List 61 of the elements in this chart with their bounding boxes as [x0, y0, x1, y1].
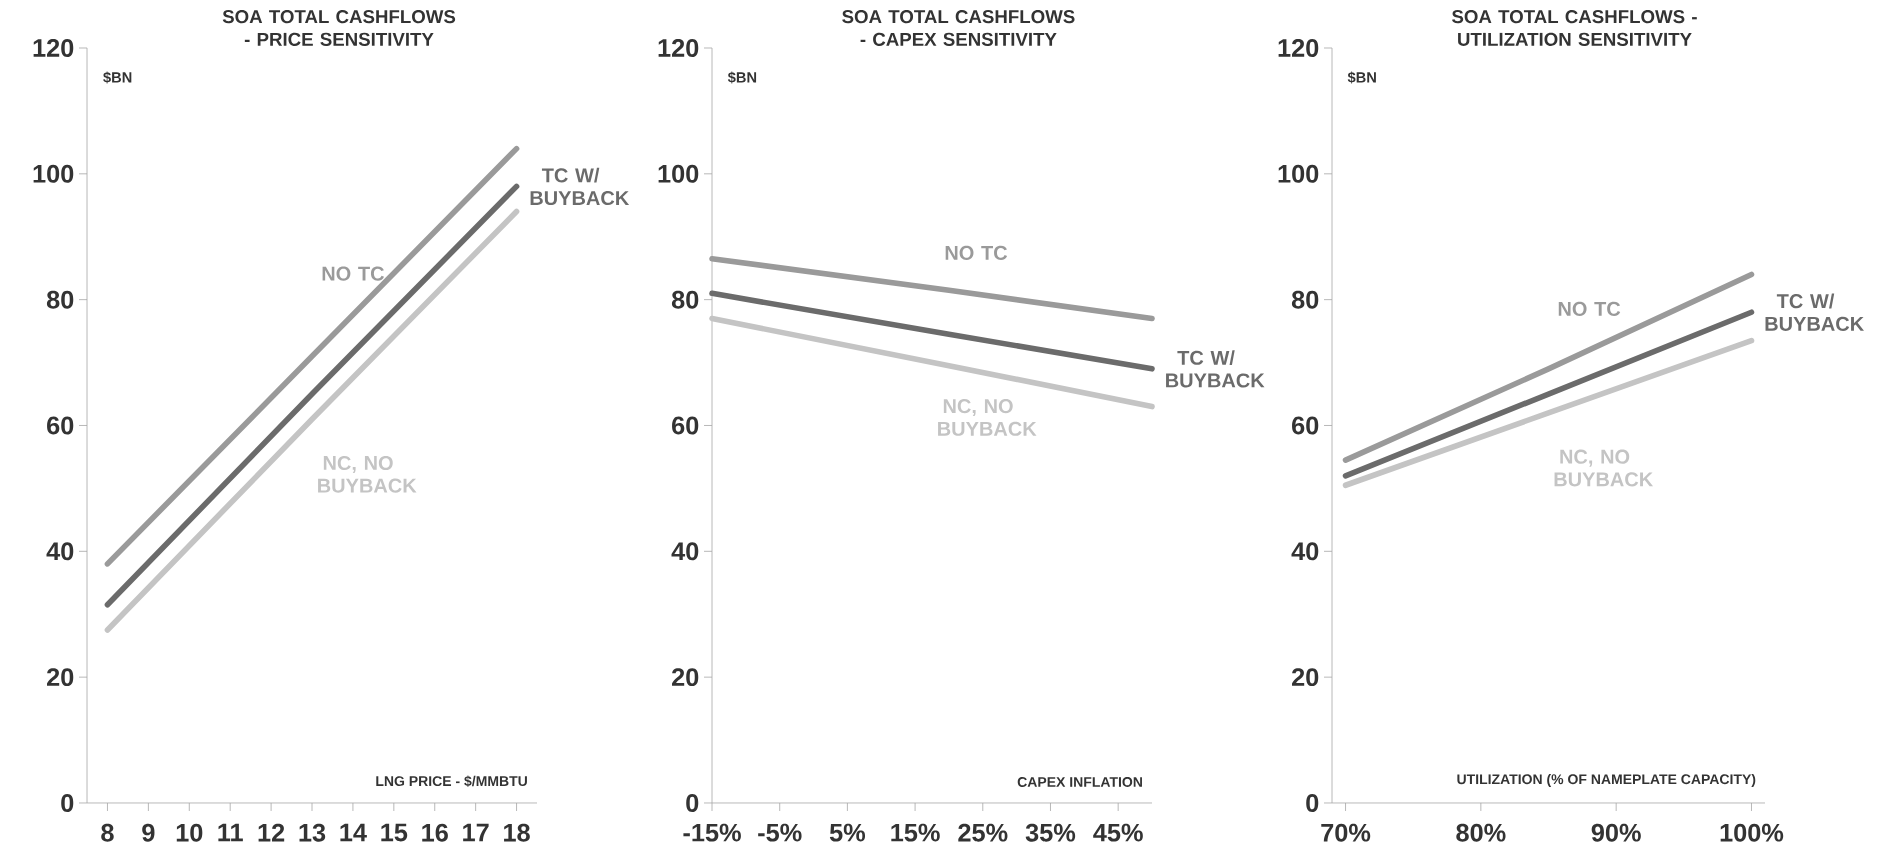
y-tick-label: 120 — [33, 39, 74, 57]
x-tick-label: 9 — [142, 823, 155, 842]
x-tick-label: 11 — [218, 823, 243, 842]
chart-title: SOA TOTAL CASHFLOWS - CAPEX SENSITIVITY — [842, 10, 1075, 46]
x-axis-title: UTILIZATION (% OF NAMEPLATE CAPACITY) — [1457, 773, 1756, 787]
y-tick-label: 40 — [1291, 542, 1319, 561]
chart-title: SOA TOTAL CASHFLOWS - UTILIZATION SENSITIVITY — [1451, 10, 1697, 46]
y-tick-label: 20 — [47, 668, 74, 687]
y-tick-label: 0 — [1306, 794, 1319, 812]
x-tick-label: 15 — [381, 823, 408, 842]
y-tick-label: 120 — [658, 39, 699, 57]
y-tick-label: 80 — [671, 290, 699, 309]
x-tick-label: 25% — [958, 823, 1008, 842]
y-tick-label: 40 — [671, 542, 699, 561]
series-label: NC, NO BUYBACK — [938, 399, 1037, 436]
x-tick-label: 35% — [1025, 823, 1076, 842]
y-tick-label: 100 — [33, 164, 74, 183]
x-axis-title: CAPEX INFLATION — [1017, 777, 1142, 787]
series-label: NC, NO BUYBACK — [1554, 449, 1654, 487]
x-tick-label: 18 — [504, 823, 530, 842]
series-label: NC, NO BUYBACK — [318, 455, 417, 493]
y-tick-label: 80 — [1291, 290, 1319, 309]
x-tick-label: 80% — [1456, 823, 1506, 842]
x-tick-label: 100% — [1720, 823, 1784, 842]
series-label: TC W/ BUYBACK — [1765, 293, 1864, 331]
y-tick-label: 100 — [1278, 164, 1319, 183]
y-axis-title: $BN — [1347, 71, 1376, 84]
y-tick-label: 20 — [672, 668, 699, 687]
x-tick-label: -5% — [758, 823, 802, 842]
y-tick-label: 40 — [46, 542, 74, 561]
x-tick-label: 15% — [891, 823, 940, 842]
x-tick-label: 17 — [463, 823, 489, 842]
y-tick-label: 0 — [686, 794, 699, 812]
y-tick-label: 60 — [47, 416, 74, 435]
y-tick-label: 100 — [658, 164, 699, 183]
series-label: TC W/ BUYBACK — [530, 167, 630, 206]
chart-title: SOA TOTAL CASHFLOWS - PRICE SENSITIVITY — [222, 10, 456, 46]
y-axis-title: $BN — [103, 71, 132, 84]
x-tick-label: 12 — [258, 823, 285, 842]
series-label: NO TC — [322, 266, 385, 281]
x-tick-label: -15% — [683, 823, 741, 842]
y-tick-label: 80 — [46, 290, 74, 309]
y-tick-label: 120 — [1278, 39, 1319, 57]
y-tick-label: 60 — [672, 416, 699, 435]
x-tick-label: 70% — [1321, 823, 1371, 842]
x-tick-label: 16 — [422, 823, 448, 842]
x-tick-label: 90% — [1591, 823, 1641, 842]
x-axis-title: LNG PRICE - $/MMBTU — [376, 775, 527, 787]
y-tick-label: 20 — [1292, 668, 1319, 687]
x-tick-label: 13 — [299, 823, 326, 842]
y-axis-title: $BN — [727, 71, 757, 84]
series-label: NO TC — [945, 245, 1008, 260]
x-tick-label: 10 — [176, 823, 203, 842]
series-label: NO TC — [1558, 301, 1621, 316]
series-label: TC W/ BUYBACK — [1166, 350, 1265, 388]
y-tick-label: 0 — [61, 794, 74, 812]
x-tick-label: 45% — [1093, 823, 1143, 842]
y-tick-label: 60 — [1292, 416, 1319, 435]
x-tick-label: 8 — [101, 823, 114, 842]
x-tick-label: 5% — [829, 823, 866, 842]
x-tick-label: 14 — [340, 823, 367, 842]
